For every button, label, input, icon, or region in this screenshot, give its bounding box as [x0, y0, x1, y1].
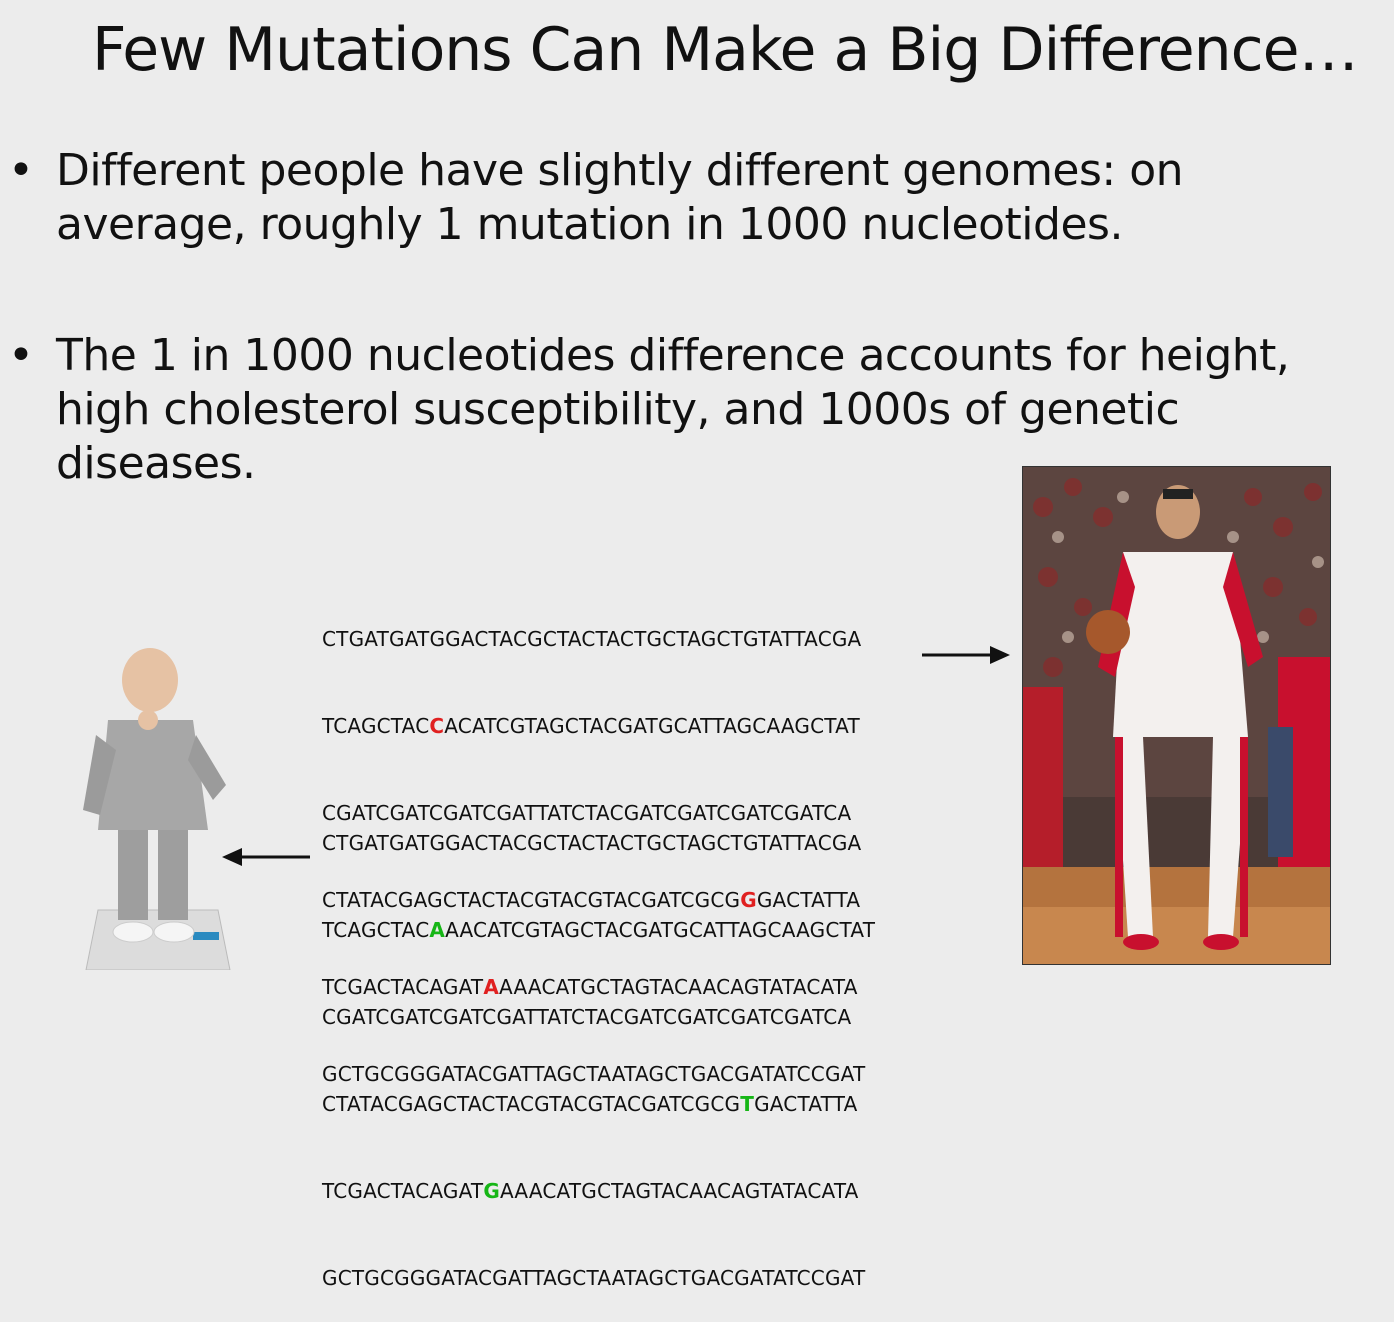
sequence-line: CTGATGATGGACTACGCTACTACTGCTAGCTGTATTACGA: [322, 627, 862, 651]
sequence-line: CGATCGATCGATCGATTATCTACGATCGATCGATCGATCA: [322, 1005, 852, 1029]
bullet-genome-variation: • Different people have slightly differe…: [8, 144, 1338, 252]
dna-sequence-short: CTGATGATGGACTACGCTACTACTGCTAGCTGTATTACGA…: [322, 771, 875, 1322]
bullet-line: The 1 in 1000 nucleotides difference acc…: [56, 330, 1290, 381]
bullet-line: diseases.: [56, 438, 256, 489]
bullet-marker: •: [8, 330, 34, 381]
slide-title: Few Mutations Can Make a Big Difference…: [92, 15, 1359, 85]
bullet-line: average, roughly 1 mutation in 1000 nucl…: [56, 199, 1123, 250]
bullet-marker: •: [8, 145, 34, 196]
mutation-highlight: G: [483, 1179, 500, 1203]
sequence-line: CGATCGATCGATCGATTATCTACGATCGATCGATCGATCA: [322, 801, 852, 825]
mutation-highlight: A: [429, 918, 446, 942]
sequence-line: GCTGCGGGATACGATTAGCTAATAGCTGACGATATCCGAT: [322, 1266, 866, 1290]
mutation-highlight: C: [429, 714, 445, 738]
tall-player-photo: [1022, 466, 1331, 965]
bullet-line: high cholesterol susceptibility, and 100…: [56, 384, 1180, 435]
mutation-highlight: G: [740, 888, 757, 912]
sequence-line: TCAGCTACCACATCGTAGCTACGATGCATTAGCAAGCTAT: [322, 714, 860, 738]
arrow-left-icon: [222, 848, 310, 866]
bullet-line: Different people have slightly different…: [56, 145, 1184, 196]
sequence-line: CTATACGAGCTACTACGTACGTACGATCGCGGGACTATTA: [322, 888, 861, 912]
sequence-line: CTATACGAGCTACTACGTACGTACGATCGCGTGACTATTA: [322, 1092, 858, 1116]
bullet-difference-accounts: • The 1 in 1000 nucleotides difference a…: [8, 329, 1338, 491]
sequence-line: CTGATGATGGACTACGCTACTACTGCTAGCTGTATTACGA: [322, 831, 862, 855]
mutation-highlight: T: [740, 1092, 755, 1116]
sequence-line: TCGACTACAGATGAAACATGCTAGTACAACAGTATACATA: [322, 1179, 859, 1203]
sequence-line: TCAGCTACAAACATCGTAGCTACGATGCATTAGCAAGCTA…: [322, 918, 876, 942]
small-figure-cutout: [78, 640, 238, 971]
arrow-right-icon: [922, 646, 1010, 664]
